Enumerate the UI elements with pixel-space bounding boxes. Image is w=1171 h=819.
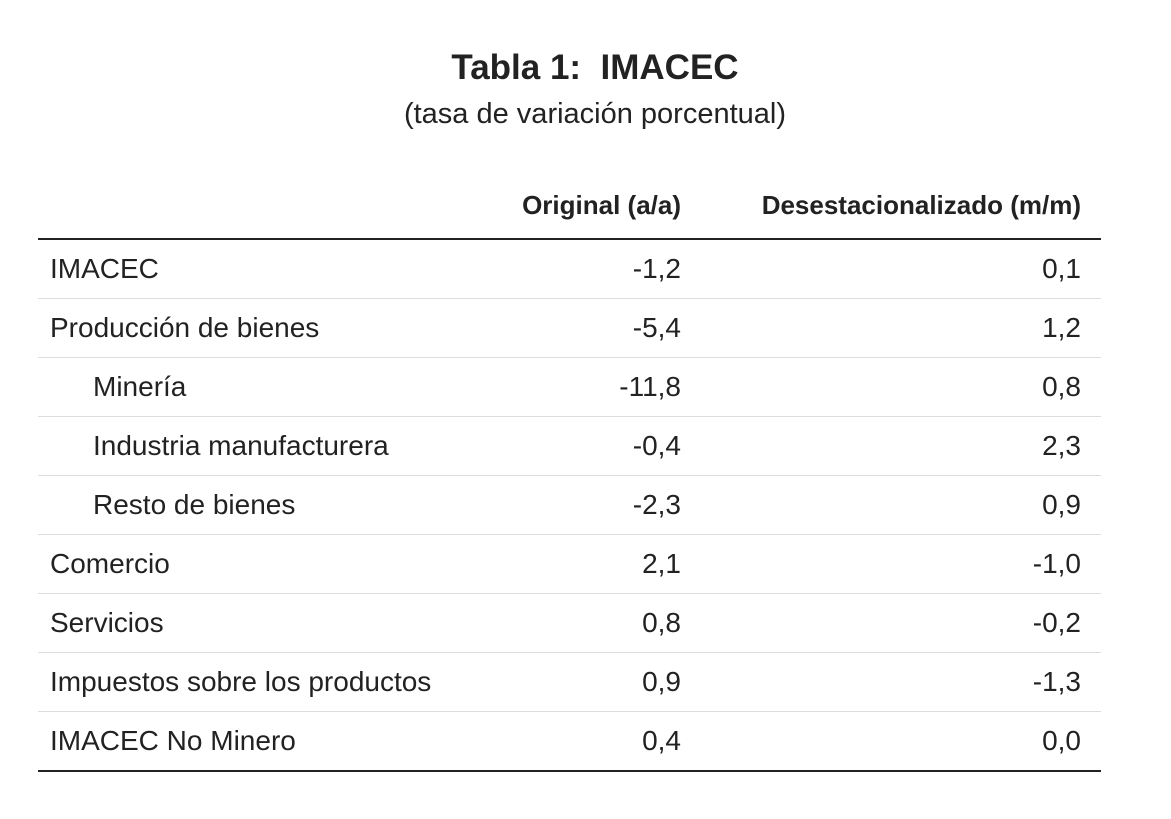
table-row: Industria manufacturera -0,4 2,3 xyxy=(38,416,1101,476)
table-row: Impuestos sobre los productos 0,9 -1,3 xyxy=(38,652,1101,712)
cell-value: -0,4 xyxy=(619,416,681,476)
cell-value: -0,2 xyxy=(681,593,1101,653)
cell-value: 0,8 xyxy=(619,593,681,653)
table-head: Original (a/a) Desestacionalizado (m/m) xyxy=(38,172,1101,240)
header-row: Original (a/a) Desestacionalizado (m/m) xyxy=(38,172,1101,240)
table-title: Tabla 1: IMACEC xyxy=(451,48,739,87)
cell-value: -11,8 xyxy=(619,357,681,417)
data-table: Original (a/a) Desestacionalizado (m/m) … xyxy=(38,172,1101,772)
cell-value: -2,3 xyxy=(619,475,681,535)
row-label: Servicios xyxy=(38,593,620,653)
cell-value: 0,9 xyxy=(681,475,1101,535)
column-header: Original (a/a) xyxy=(38,172,681,240)
cell-value: 2,3 xyxy=(681,416,1101,476)
cell-value: 2,1 xyxy=(619,534,681,594)
row-label: Minería xyxy=(38,357,620,417)
row-label: Comercio xyxy=(38,534,620,594)
row-label: IMACEC xyxy=(38,239,620,299)
cell-value: 1,2 xyxy=(681,298,1101,358)
cell-value: -5,4 xyxy=(619,298,681,358)
row-label: IMACEC No Minero xyxy=(38,711,620,772)
table-row: Minería -11,8 0,8 xyxy=(38,357,1101,417)
cell-value: 0,0 xyxy=(681,711,1101,772)
table-row: Servicios 0,8 -0,2 xyxy=(38,593,1101,653)
cell-value: -1,2 xyxy=(619,239,681,299)
table-row: IMACEC No Minero 0,4 0,0 xyxy=(38,711,1101,772)
row-label: Industria manufacturera xyxy=(38,416,620,476)
cell-value: 0,1 xyxy=(681,239,1101,299)
row-label: Resto de bienes xyxy=(38,475,620,535)
cell-value: -1,0 xyxy=(681,534,1101,594)
table-subtitle: (tasa de variación porcentual) xyxy=(403,98,787,130)
table-row: Comercio 2,1 -1,0 xyxy=(38,534,1101,594)
column-header: Desestacionalizado (m/m) xyxy=(681,172,1101,240)
table-body: IMACEC -1,2 0,1 Producción de bienes -5,4 1,2… xyxy=(38,239,1101,772)
table-row: Producción de bienes -5,4 1,2 xyxy=(38,298,1101,358)
table-row: Resto de bienes -2,3 0,9 xyxy=(38,475,1101,535)
cell-value: 0,9 xyxy=(619,652,681,712)
row-label: Producción de bienes xyxy=(38,298,620,358)
table-row: IMACEC -1,2 0,1 xyxy=(38,239,1101,299)
cell-value: -1,3 xyxy=(681,652,1101,712)
cell-value: 0,4 xyxy=(619,711,681,772)
cell-value: 0,8 xyxy=(681,357,1101,417)
row-label: Impuestos sobre los productos xyxy=(38,652,620,712)
